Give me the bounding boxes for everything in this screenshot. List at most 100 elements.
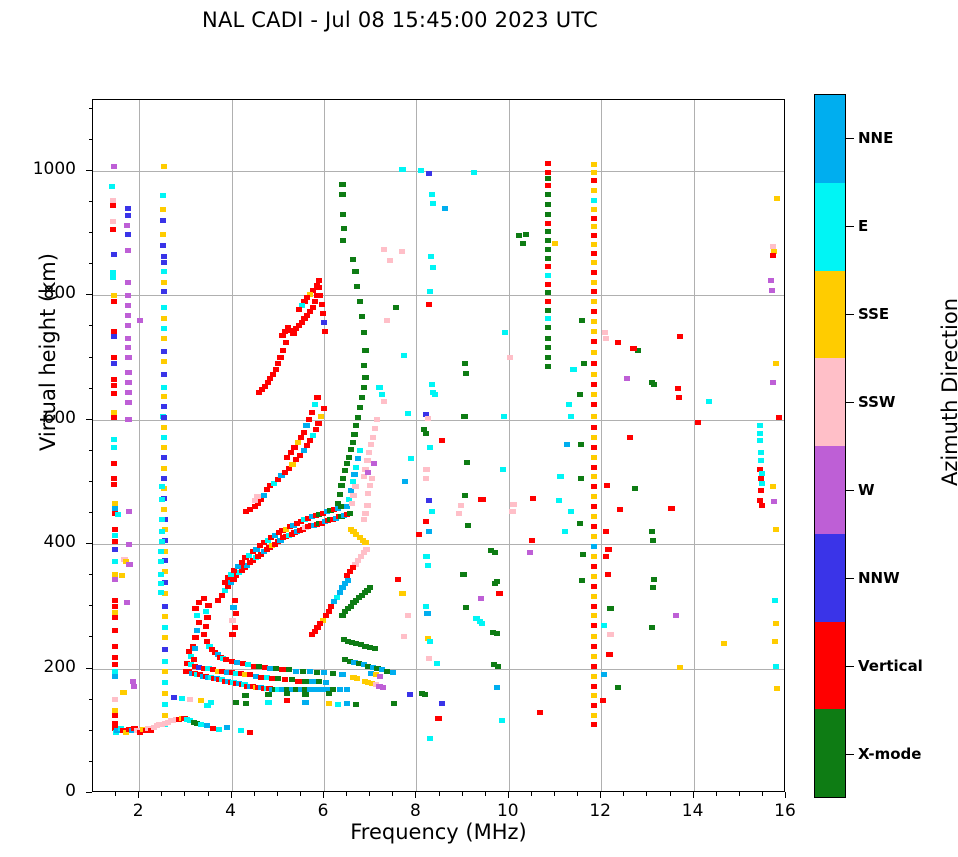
scatter-point	[320, 406, 328, 412]
scatter-point	[365, 663, 372, 669]
scatter-point	[203, 723, 210, 729]
scatter-point	[336, 687, 343, 693]
gridline-vertical	[231, 100, 233, 791]
scatter-point	[590, 318, 597, 324]
scatter-point	[222, 587, 229, 593]
scatter-point	[160, 348, 167, 354]
scatter-point	[590, 514, 597, 520]
scatter-point	[590, 713, 597, 719]
scatter-point	[301, 299, 308, 305]
scatter-point	[111, 409, 118, 415]
scatter-point	[500, 467, 507, 473]
x-tick-label: 4	[225, 801, 236, 821]
scatter-point	[194, 627, 201, 633]
colorbar-segment[interactable]	[815, 621, 845, 710]
scatter-point	[427, 289, 434, 295]
scatter-point	[349, 479, 356, 485]
y-axis-title: Virtual height (km)	[36, 253, 60, 451]
scatter-point	[367, 644, 374, 650]
scatter-point	[601, 330, 608, 336]
scatter-point	[302, 678, 309, 684]
y-tick-minor	[88, 605, 92, 607]
y-tick-label: 600	[43, 407, 76, 428]
plot-canvas	[93, 100, 784, 791]
scatter-point	[228, 658, 235, 664]
scatter-point	[111, 603, 118, 609]
scatter-point	[246, 672, 254, 678]
scatter-point	[171, 694, 178, 700]
scatter-point	[257, 542, 264, 548]
plot-area[interactable]	[92, 99, 785, 792]
scatter-point	[590, 454, 597, 460]
colorbar[interactable]	[814, 94, 846, 798]
colorbar-segment[interactable]	[815, 358, 845, 446]
scatter-point	[379, 392, 386, 398]
scatter-point	[204, 615, 211, 621]
scatter-point	[161, 569, 168, 575]
scatter-point	[602, 529, 609, 535]
scatter-point	[417, 168, 425, 174]
scatter-point	[341, 225, 348, 231]
scatter-point	[491, 581, 499, 587]
scatter-point	[650, 382, 657, 388]
scatter-point	[309, 287, 316, 293]
scatter-point	[607, 632, 614, 638]
scatter-point	[317, 621, 324, 627]
scatter-point	[590, 444, 597, 450]
scatter-point	[368, 475, 376, 481]
y-tick-minor	[88, 263, 92, 265]
scatter-point	[590, 241, 597, 247]
colorbar-segment[interactable]	[815, 533, 845, 622]
scatter-point	[339, 672, 346, 678]
scatter-point	[233, 611, 240, 617]
scatter-point	[361, 590, 368, 596]
scatter-point	[111, 500, 118, 506]
scatter-point	[347, 603, 354, 609]
scatter-point	[282, 328, 289, 334]
scatter-point	[111, 576, 118, 582]
scatter-point	[590, 474, 597, 480]
colorbar-segment[interactable]	[815, 446, 845, 534]
scatter-point	[111, 610, 118, 616]
scatter-point	[254, 494, 261, 500]
scatter-point	[352, 269, 359, 275]
scatter-point	[427, 444, 434, 450]
colorbar-segment[interactable]	[815, 182, 845, 271]
scatter-point	[523, 231, 530, 237]
scatter-point	[590, 224, 597, 230]
y-tick-mark	[86, 169, 92, 171]
scatter-points	[93, 100, 784, 791]
scatter-point	[125, 302, 132, 308]
scatter-point	[429, 382, 436, 388]
scatter-point	[161, 549, 168, 555]
scatter-point	[243, 509, 250, 515]
scatter-point	[544, 192, 551, 198]
scatter-point	[111, 546, 118, 552]
scatter-point	[328, 603, 335, 609]
scatter-point	[614, 684, 621, 690]
scatter-point	[161, 613, 168, 619]
scatter-point	[308, 514, 316, 520]
scatter-point	[348, 500, 355, 506]
gridline-horizontal	[93, 295, 784, 297]
scatter-point	[269, 676, 276, 682]
scatter-point	[161, 702, 169, 708]
scatter-point	[544, 272, 551, 278]
colorbar-segment[interactable]	[815, 709, 845, 797]
colorbar-label: NNE	[858, 129, 894, 147]
colorbar-segment[interactable]	[815, 95, 845, 183]
scatter-point	[270, 372, 277, 378]
scatter-point	[214, 668, 221, 674]
scatter-point	[274, 476, 281, 482]
scatter-point	[614, 340, 621, 346]
scatter-point	[676, 333, 683, 339]
scatter-point	[366, 449, 373, 455]
scatter-point	[570, 367, 577, 373]
scatter-point	[488, 547, 495, 553]
y-tick-mark	[86, 667, 92, 669]
scatter-point	[590, 643, 597, 649]
scatter-point	[426, 498, 433, 504]
colorbar-segment[interactable]	[815, 270, 845, 359]
scatter-point	[349, 256, 356, 262]
scatter-point	[600, 672, 608, 678]
